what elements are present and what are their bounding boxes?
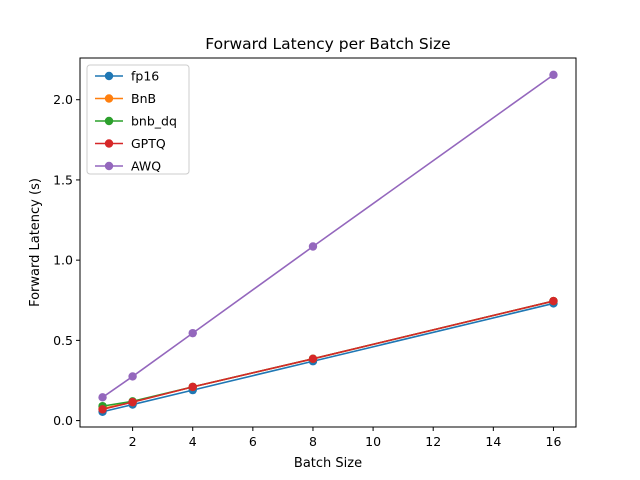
y-tick-label: 1.5 [53, 172, 73, 187]
x-tick-label: 10 [365, 434, 381, 449]
legend-box [86, 64, 190, 175]
data-point-GPTQ [128, 397, 137, 407]
legend-item-bnb_dq: bnb_dq [95, 114, 177, 129]
x-tick-label: 6 [249, 434, 257, 449]
data-point-AWQ [98, 393, 107, 402]
series-line-fp16 [102, 302, 554, 413]
data-point-GPTQ [98, 405, 107, 414]
legend-item-AWQ: AWQ [95, 159, 161, 174]
legend-marker [104, 116, 114, 126]
plot-frame [79, 57, 577, 428]
data-point-AWQ [188, 328, 197, 338]
data-point-AWQ [549, 70, 558, 80]
legend-item-GPTQ: GPTQ [95, 136, 166, 151]
legend-label: fp16 [131, 69, 159, 84]
legend-marker [104, 94, 114, 103]
data-point-AWQ [128, 372, 137, 381]
legend-label: BnB [131, 91, 156, 106]
series-GPTQ [98, 296, 558, 414]
legend: fp16 BnB bnb_dq GPTQ AWQ [86, 64, 190, 175]
series-line-GPTQ [102, 300, 554, 411]
x-tick-label: 2 [129, 434, 137, 449]
chart-title: Forward Latency per Batch Size [205, 35, 450, 53]
series-AWQ [98, 70, 558, 402]
y-tick-label: 2.0 [53, 92, 73, 107]
legend-marker [104, 71, 114, 81]
legend-label: bnb_dq [131, 114, 177, 129]
data-point-GPTQ [308, 354, 318, 364]
y-tick-label: 0.5 [53, 333, 73, 348]
legend-item-BnB: BnB [95, 91, 156, 106]
x-tick-label: 8 [309, 434, 317, 449]
legend-marker [104, 139, 114, 148]
y-axis-label: Forward Latency (s) [28, 178, 43, 307]
legend-item-fp16: fp16 [95, 69, 159, 84]
x-tick-label: 4 [189, 434, 197, 449]
y-tick-label: 0.0 [53, 413, 73, 428]
legend-marker [104, 161, 114, 171]
legend-label: GPTQ [131, 136, 166, 151]
data-point-GPTQ [549, 296, 558, 306]
data-point-GPTQ [188, 382, 197, 392]
x-axis-label: Batch Size [294, 456, 362, 471]
x-tick-label: 12 [425, 434, 441, 449]
y-tick-label: 1.0 [53, 253, 73, 268]
data-point-AWQ [308, 242, 318, 251]
legend-label: AWQ [131, 159, 161, 174]
x-tick-label: 16 [546, 434, 562, 449]
x-tick-label: 14 [485, 434, 501, 449]
